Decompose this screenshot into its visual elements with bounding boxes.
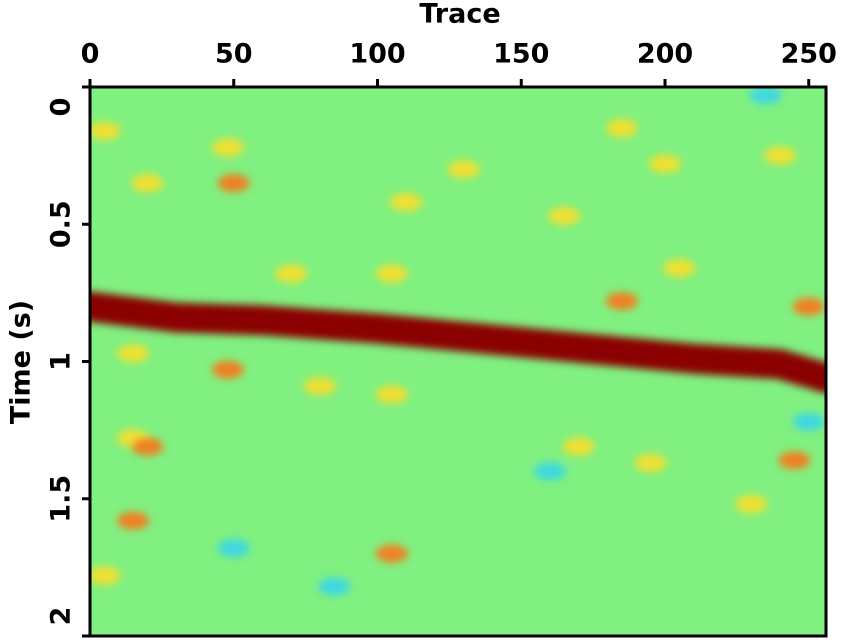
blob (605, 292, 638, 311)
blob (217, 539, 250, 558)
x-tick-label: 150 (493, 39, 549, 70)
blob (304, 377, 336, 396)
blob (131, 174, 164, 193)
blob (649, 154, 681, 173)
blob (117, 344, 150, 363)
blob (534, 462, 566, 481)
blob (212, 360, 244, 379)
blob (447, 160, 480, 179)
blob (390, 193, 423, 212)
x-tick-label: 250 (781, 39, 837, 70)
image-layer (90, 87, 826, 596)
blob (217, 174, 250, 193)
blob (562, 437, 595, 456)
blob (117, 511, 150, 530)
blob (375, 264, 408, 283)
x-axis-label: Trace (419, 0, 500, 30)
x-tick-label: 200 (637, 39, 693, 70)
blob (735, 495, 768, 514)
blob (634, 454, 667, 473)
x-tick-label: 0 (81, 39, 100, 70)
blob (375, 544, 408, 563)
blob (778, 451, 811, 470)
y-axis-label: Time (s) (6, 300, 37, 424)
y-tick-label: 2 (46, 607, 77, 626)
blob (90, 566, 121, 585)
blob (375, 385, 408, 404)
x-tick-label: 50 (215, 39, 253, 70)
event-band (90, 291, 826, 393)
x-tick-label: 100 (349, 39, 405, 70)
blob (792, 412, 825, 431)
blob (663, 259, 696, 278)
y-tick-label: 1 (46, 352, 77, 371)
blob (131, 437, 164, 456)
blob (749, 87, 782, 105)
blob (764, 146, 796, 165)
blob (792, 297, 825, 316)
y-tick-label: 0 (46, 98, 77, 117)
blob (605, 119, 638, 138)
blob (275, 264, 308, 283)
blob (212, 138, 244, 157)
y-tick-label: 0.5 (46, 200, 77, 248)
blob (548, 207, 581, 226)
blob (90, 121, 121, 140)
blob (318, 577, 351, 596)
y-tick-label: 1.5 (46, 475, 77, 523)
